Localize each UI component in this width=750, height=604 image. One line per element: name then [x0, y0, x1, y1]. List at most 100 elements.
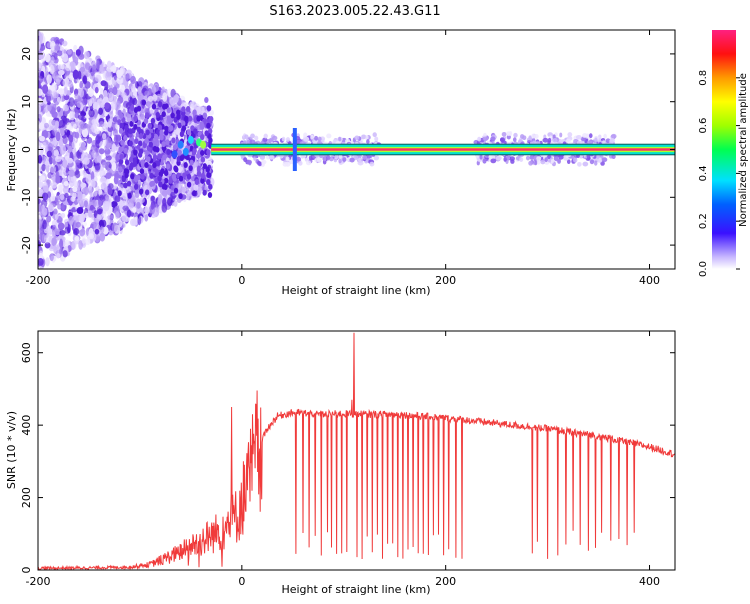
spectrogram-sideband-point	[261, 160, 265, 166]
spectrogram-cluster-point	[206, 105, 212, 112]
spectrogram-cluster-point	[152, 145, 158, 152]
spectrogram-noise-point	[49, 165, 57, 174]
spectrogram-sideband-point	[588, 133, 593, 139]
spectrogram-noise-point	[44, 160, 50, 166]
spectrogram-noise-point	[81, 193, 86, 200]
spectrogram-cluster-point	[142, 142, 147, 149]
spectrogram-sideband-point	[296, 156, 302, 162]
spectrogram-sideband-point	[540, 159, 546, 165]
spectrogram-noise-point	[49, 253, 54, 262]
snr-x-tick-label: -200	[26, 575, 51, 588]
spectrogram-noise-point	[45, 163, 50, 173]
spectrogram-cluster-point	[129, 120, 134, 127]
spectrogram-noise-point	[162, 92, 168, 102]
spectrogram-noise-point	[73, 44, 78, 52]
spectrogram-sideband-point	[552, 137, 558, 143]
spectrogram-noise-point	[111, 222, 118, 233]
spectrogram-noise-point	[134, 189, 140, 198]
spectrogram-cluster-point	[128, 140, 133, 147]
spectrogram-cluster-point	[128, 128, 133, 135]
spectrogram-noise-point	[167, 197, 173, 206]
spectrogram-noise-point	[62, 134, 68, 145]
spectrogram-noise-point	[125, 73, 130, 82]
spectrogram-cluster-point	[130, 173, 135, 180]
spectrogram-noise-point	[39, 135, 46, 142]
spectrogram-sideband-point	[338, 158, 342, 164]
spectrogram-cluster-point	[204, 96, 209, 103]
spectrogram-noise-point	[39, 175, 46, 181]
spectrogram-cluster-point	[138, 148, 144, 155]
spectrogram-noise-point	[38, 104, 42, 113]
spectrogram-noise-point	[60, 126, 65, 137]
spectrogram-sideband-point	[250, 133, 255, 139]
spectrogram-cluster-point	[196, 170, 202, 177]
spectrogram-noise-point	[137, 92, 144, 103]
spectrogram-noise-point	[121, 214, 128, 222]
spectrogram-y-axis-label: Frequency (Hz)	[5, 109, 18, 192]
spectrogram-noise-point	[91, 149, 96, 159]
spectrogram-sideband-point	[552, 134, 556, 140]
spectrogram-noise-point	[89, 204, 95, 211]
spectrogram-cluster-point	[165, 163, 171, 170]
spectrogram-sideband-point	[544, 157, 548, 163]
spectrogram-noise-point	[41, 164, 46, 172]
spectrogram-cluster-point	[173, 165, 178, 172]
spectrogram-noise-point	[57, 203, 62, 210]
spectrogram-noise-point	[85, 238, 91, 246]
spectrogram-x-axis-label: Height of straight line (km)	[281, 284, 430, 297]
spectrogram-cluster-point	[133, 107, 139, 114]
snr-plot-area	[38, 332, 675, 570]
spectrogram-noise-point	[107, 118, 113, 129]
spectrogram-cluster-point	[144, 112, 150, 119]
spectrogram-sideband-point	[298, 160, 303, 166]
spectrogram-cluster-point	[138, 188, 144, 195]
spectrogram-sideband-point	[567, 132, 573, 137]
spectrogram-noise-point	[137, 215, 142, 226]
spectrogram-cluster-point	[156, 128, 161, 135]
snr-y-axis-label: SNR (10 * v/v)	[5, 411, 18, 489]
spectrogram-cluster-point	[168, 125, 174, 132]
spectrogram-noise-point	[118, 184, 124, 193]
spectrogram-cluster-point	[152, 154, 158, 161]
spectrogram-noise-point	[68, 169, 75, 177]
spectrogram-noise-point	[53, 208, 58, 215]
spectrogram-cluster-point	[168, 177, 173, 184]
spectrogram-noise-point	[56, 50, 63, 57]
spectrogram-cluster-point	[146, 156, 151, 163]
spectrogram-sideband-point	[610, 133, 617, 139]
spectrogram-noise-point	[99, 194, 104, 201]
spectrogram-noise-point	[83, 200, 88, 208]
spectrogram-noise-point	[79, 66, 86, 73]
spectrogram-cluster-point	[144, 137, 149, 144]
colorbar: 0.0 0.2 0.4 0.6 0.8 Normalized spectral ampl…	[698, 30, 749, 277]
spectrogram-noise-point	[107, 187, 113, 196]
spectrogram-cluster-point	[147, 122, 153, 129]
spectrogram-noise-point	[108, 206, 113, 214]
spectrogram-sideband-point	[361, 134, 367, 140]
colorbar-gradient	[712, 30, 736, 269]
spectrogram-noise-point	[80, 123, 87, 130]
spectrogram-cluster-point	[161, 111, 166, 118]
spectrogram-noise-point	[93, 223, 100, 230]
spectrogram-cluster-point	[126, 180, 132, 187]
spectrogram-cluster-point	[184, 115, 189, 122]
spectrogram-noise-point	[62, 159, 68, 169]
spectrogram-cluster-point	[119, 122, 124, 129]
spectrogram-sideband-point	[334, 154, 339, 160]
spectrogram-noise-point	[38, 258, 44, 266]
spectrogram-noise-point	[49, 64, 55, 75]
spectrogram-cluster-point	[123, 135, 128, 142]
spectrogram-x-tick-label: 200	[435, 274, 456, 287]
spectrogram-noise-point	[94, 86, 99, 94]
spectrogram-cluster-point	[172, 144, 178, 151]
spectrogram-sideband-point	[268, 137, 274, 143]
spectrogram-noise-point	[115, 134, 122, 142]
spectrogram-noise-point	[135, 81, 139, 89]
spectrogram-sideband-point	[510, 159, 515, 164]
spectrogram-noise-point	[38, 211, 42, 218]
spectrogram-noise-point	[92, 77, 99, 84]
spectrogram-sideband-point	[248, 160, 252, 166]
spectrogram-noise-point	[172, 182, 179, 190]
